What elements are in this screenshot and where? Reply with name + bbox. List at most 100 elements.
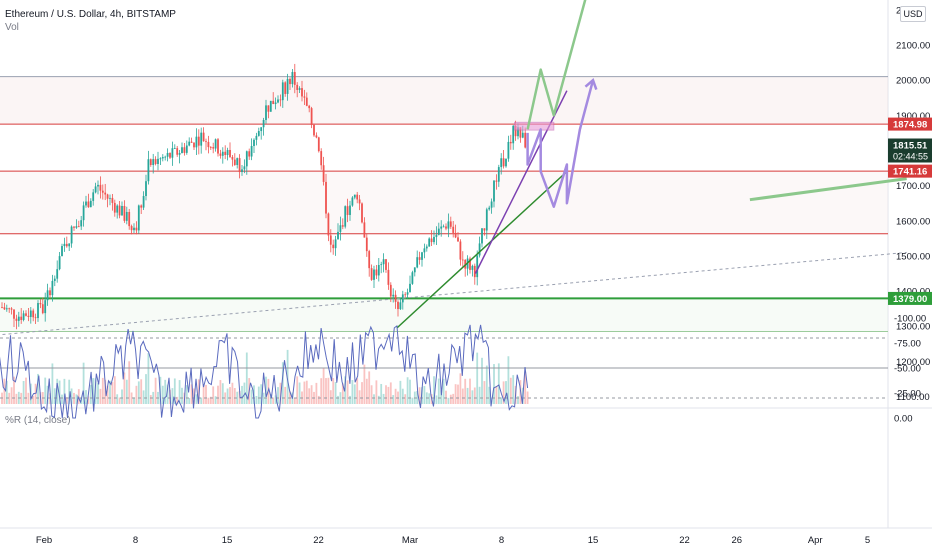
candle-body: [116, 205, 119, 213]
volume-bar: [27, 392, 30, 404]
indicator-legend: %R (14, close): [5, 415, 71, 426]
volume-bar: [118, 397, 121, 404]
oscillator-tick-label: -25.00: [894, 389, 921, 400]
candle-body: [53, 278, 56, 281]
time-tick-label: 5: [865, 535, 870, 546]
volume-bar: [361, 382, 363, 404]
candle-body: [325, 181, 327, 214]
candle-body: [308, 105, 311, 109]
candle-body: [488, 207, 491, 210]
candle-body: [317, 137, 320, 152]
volume-bar: [145, 374, 147, 404]
volume-bar: [370, 385, 373, 404]
green-line-right: [749, 177, 907, 202]
volume-bar: [147, 353, 150, 404]
volume-bar: [315, 382, 318, 404]
candle-body: [449, 221, 452, 227]
volume-bar: [101, 377, 104, 404]
candle-body: [207, 141, 210, 148]
volume-bar: [320, 378, 323, 404]
candle-body: [447, 221, 450, 229]
volume-bar: [226, 388, 229, 404]
candle-body: [363, 222, 366, 238]
candle-body: [85, 201, 87, 206]
candle-body: [524, 132, 527, 148]
volume-bar: [411, 397, 414, 404]
volume-bar: [106, 385, 109, 404]
volume-bar: [418, 387, 421, 404]
candle-body: [358, 199, 361, 204]
candle-body: [75, 226, 78, 228]
candle-body: [20, 316, 23, 320]
candle-body: [197, 136, 200, 146]
volume-bar: [406, 377, 409, 404]
candle-body: [58, 256, 61, 270]
williams-r-pane[interactable]: [0, 324, 888, 419]
volume-bar: [154, 377, 157, 404]
volume-bar: [382, 393, 385, 404]
volume-bar: [493, 364, 495, 404]
volume-bar: [459, 373, 462, 404]
price-axis[interactable]: 1100.001200.001300.001400.001500.001600.…: [888, 5, 932, 425]
price-tag-label: 1379.00: [893, 294, 927, 305]
volume-bar: [262, 392, 265, 404]
volume-bar: [113, 376, 116, 404]
candle-body: [200, 132, 203, 146]
candle-body: [161, 157, 164, 159]
candle-body: [173, 148, 176, 149]
candle-body: [51, 280, 54, 296]
volume-bar: [495, 386, 498, 404]
candle-body: [476, 255, 479, 278]
volume-bar: [233, 388, 236, 404]
volume-bar: [392, 395, 395, 404]
candle-body: [250, 145, 253, 157]
candle-body: [123, 205, 126, 221]
volume-bar: [277, 387, 279, 404]
candle-body: [22, 313, 25, 320]
candle-body: [320, 151, 323, 166]
candle-body: [87, 201, 90, 208]
candle-body: [277, 99, 279, 103]
volume-bar: [509, 377, 512, 404]
volume-bar: [284, 386, 287, 404]
volume-bar: [298, 382, 301, 404]
currency-badge[interactable]: USD: [900, 6, 926, 22]
candle-body: [373, 269, 375, 280]
volume-bar: [70, 388, 73, 404]
volume-bar: [25, 377, 27, 404]
candle-body: [17, 316, 20, 321]
candle-body: [313, 124, 315, 136]
volume-bar: [8, 392, 11, 404]
candle-body: [152, 159, 155, 166]
time-axis[interactable]: Feb 8 15 22 Mar 8 15 22 26 Apr 5: [36, 535, 870, 546]
time-tick-label: 8: [499, 535, 504, 546]
candle-body: [219, 153, 222, 156]
candle-body: [461, 259, 464, 261]
volume-bar: [68, 379, 71, 404]
volume-bar: [99, 388, 102, 404]
candle-body: [399, 302, 402, 310]
volume-bar: [61, 394, 63, 404]
candle-body: [166, 152, 169, 157]
candle-body: [344, 206, 347, 227]
volume-bar: [229, 387, 231, 404]
volume-bar: [265, 376, 267, 404]
candle-body: [137, 205, 140, 231]
candle-body: [46, 290, 49, 301]
volume-bar: [137, 381, 140, 404]
candle-body: [25, 313, 27, 316]
candle-body: [339, 225, 342, 232]
volume-bar: [173, 378, 176, 404]
green-trendline: [396, 170, 568, 329]
price-tag-box: [888, 164, 932, 178]
candle-body: [430, 238, 433, 243]
volume-bar: [399, 380, 402, 404]
candle-body: [226, 149, 229, 156]
candle-body: [245, 151, 248, 167]
volume-bar: [341, 383, 344, 404]
volume-bar: [217, 385, 219, 404]
price-pane[interactable]: [0, 0, 932, 529]
candle-body: [212, 147, 215, 149]
volume-bar: [212, 386, 215, 404]
